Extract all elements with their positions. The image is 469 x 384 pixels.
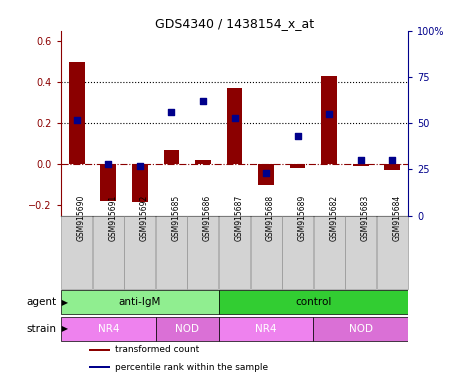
Text: NR4: NR4 (98, 324, 119, 334)
Title: GDS4340 / 1438154_x_at: GDS4340 / 1438154_x_at (155, 17, 314, 30)
Text: GSM915687: GSM915687 (234, 195, 243, 241)
Point (199, 98, 207, 104)
Bar (61, 216, 92, 289)
Bar (227, 88, 242, 164)
Text: control: control (295, 297, 332, 307)
Bar (353, 164, 369, 166)
Bar (345, 216, 376, 289)
Bar (89, 366, 110, 369)
Point (105, 161, 112, 167)
Text: percentile rank within the sample: percentile rank within the sample (115, 363, 268, 372)
Text: transformed count: transformed count (115, 345, 199, 354)
Bar (100, 164, 116, 201)
Bar (61, 290, 219, 314)
Bar (250, 216, 281, 289)
Bar (93, 216, 124, 289)
Text: NOD: NOD (175, 324, 199, 334)
Text: GSM915684: GSM915684 (392, 195, 401, 241)
Text: GSM915682: GSM915682 (329, 195, 338, 241)
Bar (377, 216, 408, 289)
Point (136, 163, 144, 169)
Bar (132, 164, 148, 202)
Bar (314, 216, 345, 289)
Bar (219, 216, 250, 289)
Text: NR4: NR4 (255, 324, 277, 334)
Bar (385, 164, 400, 170)
Point (231, 114, 238, 121)
Text: GSM915689: GSM915689 (298, 195, 307, 241)
Text: NOD: NOD (349, 324, 373, 334)
Bar (124, 216, 155, 289)
Bar (313, 316, 408, 341)
Text: GSM915692: GSM915692 (140, 195, 149, 241)
Text: GSM915686: GSM915686 (203, 195, 212, 241)
Point (357, 157, 364, 163)
Text: GSM915688: GSM915688 (266, 195, 275, 241)
Bar (258, 164, 274, 185)
Text: GSM915690: GSM915690 (77, 195, 86, 241)
Text: anti-IgM: anti-IgM (119, 297, 161, 307)
Text: GSM915685: GSM915685 (171, 195, 181, 241)
Text: agent: agent (26, 297, 56, 307)
Bar (321, 76, 337, 164)
Point (294, 133, 302, 139)
Point (167, 109, 175, 115)
Point (388, 157, 396, 163)
Bar (188, 216, 219, 289)
Bar (156, 316, 219, 341)
Text: strain: strain (26, 324, 56, 334)
Text: GSM915691: GSM915691 (108, 195, 117, 241)
Bar (61, 316, 156, 341)
Bar (164, 150, 179, 164)
Bar (195, 160, 211, 164)
Bar (156, 216, 187, 289)
Point (262, 170, 270, 176)
Bar (89, 349, 110, 351)
Bar (290, 164, 305, 169)
Text: GSM915683: GSM915683 (361, 195, 370, 241)
Point (325, 111, 333, 117)
Point (73, 116, 81, 122)
Bar (219, 290, 408, 314)
Bar (69, 61, 84, 164)
Text: ▶: ▶ (59, 324, 68, 333)
Bar (219, 316, 313, 341)
Bar (282, 216, 313, 289)
Text: ▶: ▶ (59, 298, 68, 306)
